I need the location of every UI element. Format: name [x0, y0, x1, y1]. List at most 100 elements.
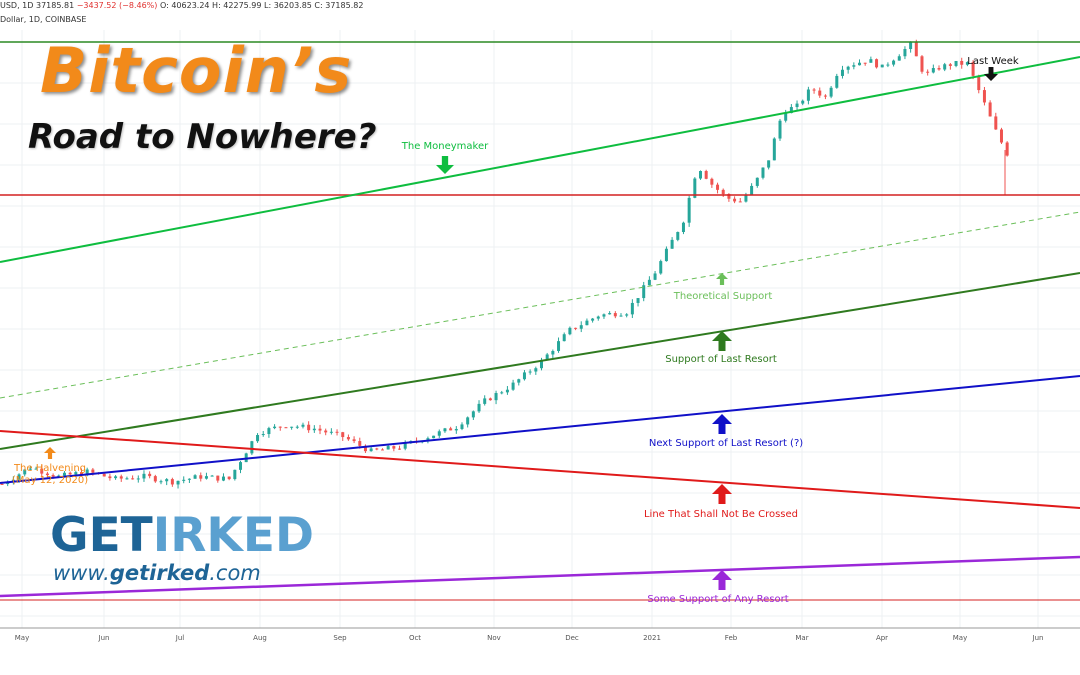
- candle-body: [591, 318, 595, 321]
- candle-body: [897, 56, 901, 61]
- candle-body: [892, 60, 896, 65]
- candle-body: [380, 449, 384, 451]
- candle-body: [227, 476, 231, 480]
- candle-body: [477, 403, 481, 412]
- symbol-subtitle: Dollar, 1D, COINBASE: [0, 15, 87, 24]
- support-last-resort-line: [0, 272, 1080, 450]
- x-tick-label: Jun: [1032, 634, 1044, 642]
- candle-body: [284, 427, 288, 429]
- moneymaker-line: [0, 56, 1080, 263]
- candle-body: [443, 428, 447, 432]
- x-tick-label: Jul: [175, 634, 185, 642]
- candle-body: [999, 129, 1003, 143]
- title-line-1: Bitcoin’s: [40, 34, 353, 107]
- candle-body: [1005, 142, 1009, 156]
- candle-body: [329, 431, 333, 433]
- candle-body: [125, 478, 129, 480]
- candle-body: [34, 468, 38, 470]
- symbol-prefix: USD, 1D: [0, 1, 34, 10]
- candlestick-series: [0, 39, 1009, 489]
- candle-body: [233, 469, 237, 480]
- x-tick-label: Dec: [565, 634, 579, 642]
- candle-body: [971, 62, 975, 76]
- candle-body: [767, 160, 771, 168]
- candle-body: [937, 68, 941, 70]
- annotation-line-not-crossed: Line That Shall Not Be Crossed: [643, 509, 799, 520]
- candle-body: [653, 273, 657, 280]
- candle-body: [91, 469, 95, 473]
- title-line-2: Road to Nowhere?: [28, 117, 377, 157]
- candle-body: [568, 327, 572, 335]
- annotation-arrows: [44, 67, 998, 590]
- annotation-support-last-resort: Support of Last Resort: [665, 354, 777, 365]
- last-resort-arrow-icon: [712, 331, 732, 351]
- candle-body: [545, 354, 549, 360]
- candle-body: [608, 313, 612, 315]
- candle-body: [204, 476, 208, 479]
- candle-body: [886, 64, 890, 66]
- candle-body: [613, 313, 617, 317]
- candle-body: [239, 462, 243, 470]
- annotation-any-resort: Some Support of Any Resort: [647, 594, 789, 605]
- candle-body: [199, 475, 203, 479]
- candle-body: [432, 435, 436, 439]
- candle-body: [699, 171, 703, 179]
- candle-body: [505, 389, 509, 393]
- candle-body: [358, 441, 362, 446]
- theoretical-arrow-icon: [716, 273, 728, 285]
- candle-body: [341, 432, 345, 438]
- candle-body: [369, 448, 373, 452]
- candle-body: [636, 298, 640, 303]
- candle-body: [585, 320, 589, 326]
- candle-body: [40, 468, 44, 474]
- candle-body: [869, 59, 873, 63]
- candle-body: [880, 64, 884, 68]
- candle-body: [829, 87, 833, 97]
- candle-body: [454, 428, 458, 431]
- candle-body: [755, 177, 759, 186]
- candle-body: [85, 469, 89, 476]
- candle-body: [642, 285, 646, 299]
- candle-body: [193, 475, 197, 479]
- candle-body: [460, 424, 464, 429]
- candle-body: [210, 475, 214, 477]
- candle-body: [988, 102, 992, 117]
- candle-body: [119, 476, 123, 479]
- candle-body: [574, 327, 578, 329]
- x-tick-label: Apr: [876, 634, 888, 642]
- candle-body: [17, 474, 21, 480]
- candle-body: [176, 480, 180, 485]
- candle-body: [761, 167, 765, 178]
- last-week-arrow-icon: [984, 67, 998, 81]
- candle-body: [534, 368, 538, 372]
- x-tick-label: Nov: [487, 634, 501, 642]
- candle-body: [261, 434, 265, 436]
- getirked-url[interactable]: www.getirked.com: [53, 561, 261, 585]
- x-tick-label: Jun: [98, 634, 110, 642]
- candle-body: [488, 398, 492, 401]
- candle-body: [858, 62, 862, 66]
- candle-body: [318, 428, 322, 431]
- x-tick-label: Aug: [253, 634, 267, 642]
- x-tick-label: Sep: [333, 634, 347, 642]
- candle-body: [846, 66, 850, 70]
- candle-body: [0, 484, 4, 485]
- candle-body: [965, 62, 969, 65]
- candle-body: [511, 382, 515, 390]
- candle-body: [943, 64, 947, 70]
- annotation-moneymaker: The Moneymaker: [401, 141, 489, 152]
- candle-body: [23, 469, 27, 475]
- candle-body: [630, 302, 634, 315]
- candle-body: [750, 185, 754, 195]
- candle-body: [801, 100, 805, 104]
- candle-body: [982, 90, 986, 103]
- candle-body: [789, 107, 793, 114]
- candle-body: [812, 89, 816, 91]
- candle-body: [170, 479, 174, 485]
- candle-body: [539, 359, 543, 369]
- candle-body: [693, 178, 697, 198]
- candle-body: [875, 59, 879, 68]
- candle-body: [818, 90, 822, 96]
- x-tick-label: Oct: [409, 634, 421, 642]
